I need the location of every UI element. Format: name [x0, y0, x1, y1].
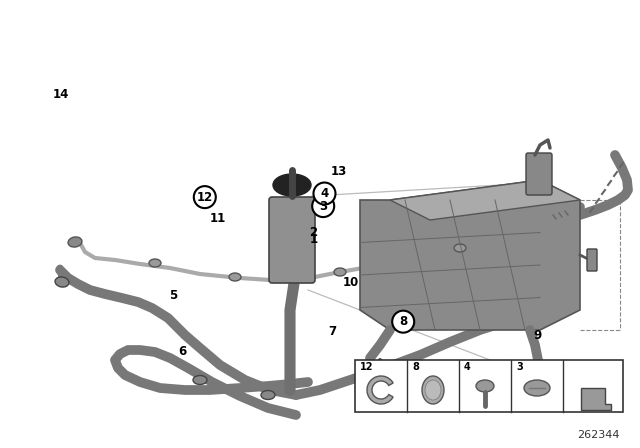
- Text: 8: 8: [412, 362, 419, 372]
- Text: 6: 6: [179, 345, 186, 358]
- FancyBboxPatch shape: [269, 197, 315, 283]
- Text: 2: 2: [310, 225, 317, 239]
- Bar: [355, 360, 623, 412]
- Ellipse shape: [454, 244, 466, 252]
- Text: 4: 4: [464, 362, 471, 372]
- Circle shape: [194, 186, 216, 208]
- Circle shape: [312, 195, 334, 217]
- Ellipse shape: [334, 268, 346, 276]
- Ellipse shape: [68, 237, 82, 247]
- Ellipse shape: [55, 277, 69, 287]
- FancyBboxPatch shape: [526, 153, 552, 195]
- Text: 12: 12: [196, 190, 213, 204]
- Ellipse shape: [261, 391, 275, 400]
- Polygon shape: [360, 180, 580, 330]
- Ellipse shape: [422, 376, 444, 404]
- Text: 262344: 262344: [577, 430, 620, 440]
- Text: 14: 14: [52, 87, 69, 101]
- Polygon shape: [581, 388, 611, 410]
- Text: 9: 9: [534, 328, 541, 342]
- Text: 5: 5: [169, 289, 177, 302]
- Ellipse shape: [229, 273, 241, 281]
- FancyBboxPatch shape: [587, 249, 597, 271]
- Text: 4: 4: [321, 187, 328, 200]
- Text: 7: 7: [329, 325, 337, 338]
- Circle shape: [392, 310, 414, 333]
- Circle shape: [314, 182, 335, 205]
- Text: 12: 12: [360, 362, 374, 372]
- Text: 8: 8: [399, 315, 407, 328]
- Ellipse shape: [193, 375, 207, 384]
- Ellipse shape: [476, 380, 494, 392]
- Text: 13: 13: [331, 164, 348, 178]
- Wedge shape: [367, 376, 393, 404]
- Text: 1: 1: [310, 233, 317, 246]
- Ellipse shape: [425, 380, 441, 400]
- Ellipse shape: [524, 380, 550, 396]
- Ellipse shape: [149, 259, 161, 267]
- Polygon shape: [390, 180, 580, 220]
- Text: 3: 3: [516, 362, 523, 372]
- Text: 3: 3: [319, 199, 327, 213]
- Text: 11: 11: [209, 212, 226, 225]
- Ellipse shape: [273, 174, 311, 196]
- Text: 10: 10: [342, 276, 359, 289]
